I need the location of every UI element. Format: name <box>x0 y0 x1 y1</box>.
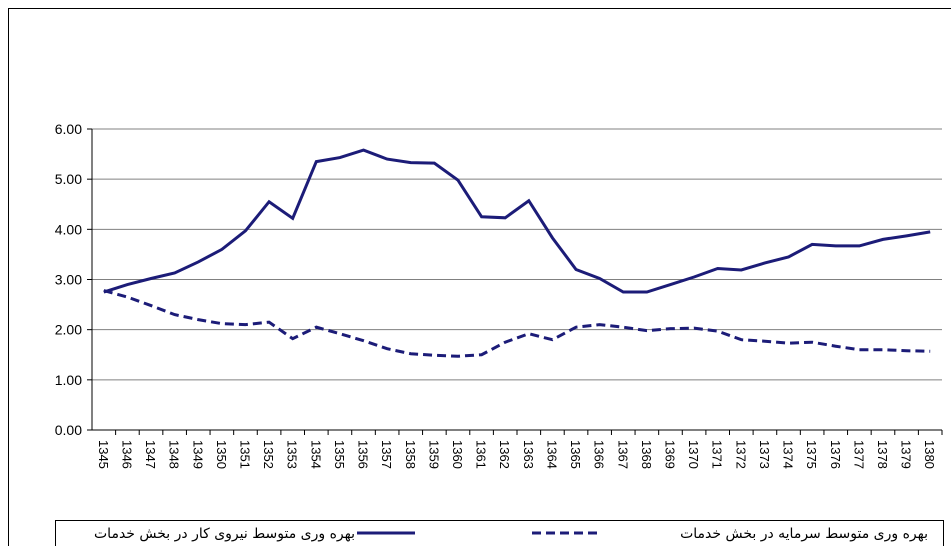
x-tick-label: 1364 <box>544 440 559 469</box>
x-tick-label: 1373 <box>757 440 772 469</box>
x-tick-label: 1353 <box>285 440 300 469</box>
x-tick-label: 1352 <box>261 440 276 469</box>
x-tick-label: 1354 <box>308 440 323 469</box>
line-series <box>103 289 931 358</box>
x-tick-label: 1347 <box>143 440 158 469</box>
y-tick-label: 1.00 <box>55 372 82 388</box>
x-tick-label: 1361 <box>474 440 489 469</box>
x-tick-label: 1365 <box>568 440 583 469</box>
x-tick-label: 1372 <box>733 440 748 469</box>
y-tick-label: 5.00 <box>55 171 82 187</box>
line-series <box>103 148 931 294</box>
y-tick-label: 6.00 <box>55 121 82 137</box>
legend-label: بهره وری متوسط نیروی کار در بخش خدمات <box>94 526 355 542</box>
x-tick-label: 1356 <box>356 440 371 469</box>
x-tick-label: 1359 <box>426 440 441 469</box>
x-tick-label: 1379 <box>899 440 914 469</box>
x-tick-label: 1363 <box>521 440 536 469</box>
x-tick-label: 1380 <box>922 440 937 469</box>
x-tick-label: 1374 <box>781 440 796 469</box>
y-tick-label: 4.00 <box>55 221 82 237</box>
y-tick-label: 3.00 <box>55 272 82 288</box>
x-tick-label: 1370 <box>686 440 701 469</box>
x-tick-label: 1355 <box>332 440 347 469</box>
y-tick-label: 0.00 <box>55 422 82 438</box>
x-tick-label: 1368 <box>639 440 654 469</box>
x-tick-label: 1375 <box>804 440 819 469</box>
y-tick-label: 2.00 <box>55 322 82 338</box>
x-tick-label: 1360 <box>450 440 465 469</box>
x-tick-label: 1348 <box>167 440 182 469</box>
x-tick-label: 1376 <box>828 440 843 469</box>
x-tick-label: 1378 <box>875 440 890 469</box>
legend-box <box>55 520 944 546</box>
x-tick-label: 1371 <box>710 440 725 469</box>
x-tick-label: 1377 <box>851 440 866 469</box>
legend-label: بهره وری متوسط سرمایه در بخش خدمات <box>680 526 928 542</box>
x-tick-label: 1369 <box>662 440 677 469</box>
x-tick-label: 1367 <box>615 440 630 469</box>
x-tick-label: 1366 <box>592 440 607 469</box>
x-tick-label: 1362 <box>497 440 512 469</box>
x-tick-label: 1350 <box>214 440 229 469</box>
x-tick-label: 1346 <box>119 440 134 469</box>
x-tick-label: 1358 <box>403 440 418 469</box>
x-tick-label: 1349 <box>190 440 205 469</box>
x-tick-label: 1345 <box>96 440 111 469</box>
x-tick-label: 1357 <box>379 440 394 469</box>
x-tick-label: 1351 <box>237 440 252 469</box>
chart-frame <box>8 8 951 546</box>
